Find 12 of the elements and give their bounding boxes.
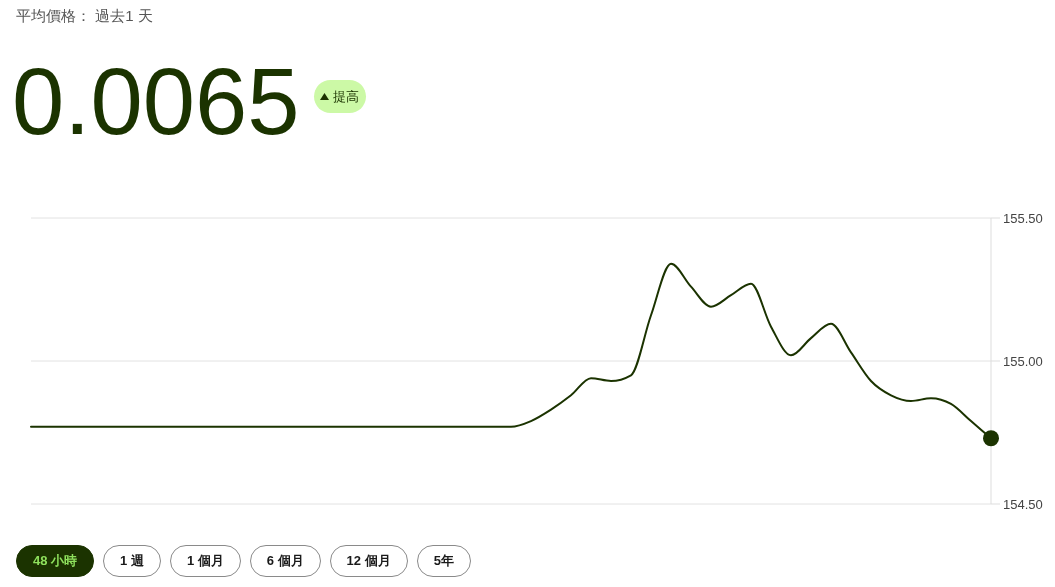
badge: 提高 <box>313 80 366 113</box>
chart-subtitle: 0.0065 <box>12 49 300 154</box>
pill-button: 48 小時 <box>16 545 95 577</box>
pill-button: 5年 <box>416 545 471 577</box>
pill-button: 6 個月 <box>249 545 321 577</box>
y-tick-label: 155.50 <box>1003 210 1043 226</box>
pill-button: 1 週 <box>103 545 161 577</box>
pill-button: 12 個月 <box>329 545 408 577</box>
pill-button: 1 個月 <box>169 545 241 577</box>
chart-title: 平均價格： 過去1 天 <box>16 7 153 24</box>
y-tick-label: 155.00 <box>1003 353 1043 369</box>
y-tick-label: 154.50 <box>1003 496 1043 512</box>
